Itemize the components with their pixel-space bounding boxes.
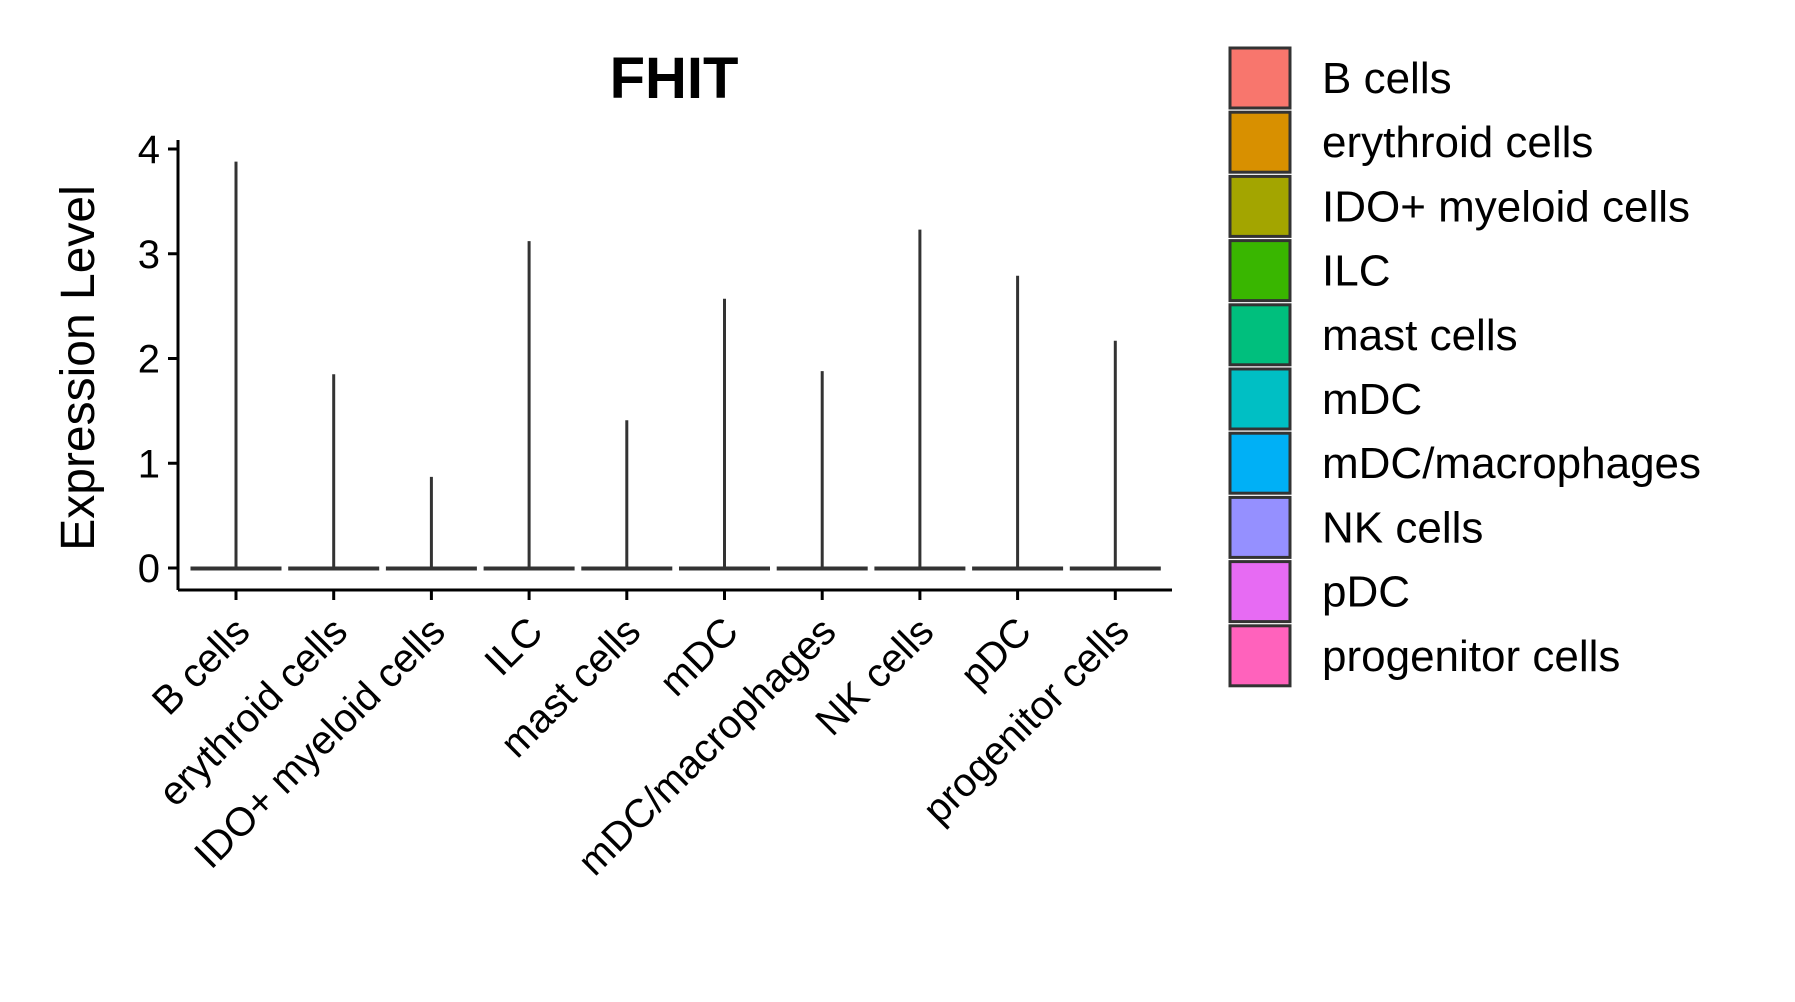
legend-item: NK cells bbox=[1228, 495, 1483, 559]
legend-item: ILC bbox=[1228, 239, 1390, 303]
legend-item: mDC/macrophages bbox=[1228, 431, 1701, 495]
violin bbox=[1069, 340, 1161, 571]
y-tick-label: 4 bbox=[138, 128, 160, 172]
legend-label: IDO+ myeloid cells bbox=[1322, 182, 1690, 231]
legend-swatch bbox=[1228, 560, 1292, 624]
legend-item: IDO+ myeloid cells bbox=[1228, 174, 1690, 238]
violin-base bbox=[483, 566, 575, 571]
violin-base bbox=[581, 566, 673, 571]
legend-swatch bbox=[1228, 624, 1292, 688]
legend-item: progenitor cells bbox=[1228, 624, 1620, 688]
violin-base bbox=[874, 566, 966, 571]
y-tick-label: 3 bbox=[138, 233, 160, 277]
legend-swatch bbox=[1228, 174, 1292, 238]
legend-swatch bbox=[1228, 46, 1292, 110]
violin bbox=[972, 275, 1064, 571]
violin bbox=[679, 298, 770, 571]
violin-base bbox=[385, 566, 477, 571]
violin bbox=[288, 374, 380, 571]
legend-label: NK cells bbox=[1322, 503, 1483, 552]
legend: B cells erythroid cells IDO+ myeloid cells… bbox=[1228, 46, 1701, 688]
y-axis-title: Expression Level bbox=[52, 185, 105, 551]
violin bbox=[874, 229, 966, 571]
violin-base bbox=[190, 566, 282, 571]
legend-label: pDC bbox=[1322, 568, 1410, 617]
legend-swatch bbox=[1228, 239, 1292, 303]
legend-swatch bbox=[1228, 367, 1292, 431]
violin bbox=[581, 420, 673, 571]
violin bbox=[190, 161, 282, 571]
violin-base bbox=[776, 566, 868, 571]
violin bbox=[776, 371, 868, 571]
y-tick-label: 1 bbox=[138, 442, 160, 486]
violin bbox=[483, 241, 575, 571]
legend-label: mDC/macrophages bbox=[1322, 439, 1701, 488]
violin-base bbox=[288, 566, 380, 571]
legend-item: B cells bbox=[1228, 46, 1452, 110]
legend-swatch bbox=[1228, 431, 1292, 495]
legend-label: mast cells bbox=[1322, 311, 1518, 360]
legend-item: mDC bbox=[1228, 367, 1422, 431]
legend-swatch bbox=[1228, 495, 1292, 559]
legend-item: erythroid cells bbox=[1228, 110, 1593, 174]
legend-item: mast cells bbox=[1228, 303, 1518, 367]
legend-swatch bbox=[1228, 303, 1292, 367]
legend-label: progenitor cells bbox=[1322, 632, 1620, 681]
legend-item: pDC bbox=[1228, 560, 1410, 624]
violin-base bbox=[679, 566, 770, 571]
violin-base bbox=[1069, 566, 1161, 571]
legend-label: B cells bbox=[1322, 54, 1452, 103]
legend-label: erythroid cells bbox=[1322, 118, 1593, 167]
violin-base bbox=[972, 566, 1064, 571]
legend-label: ILC bbox=[1322, 247, 1390, 296]
x-tick-label: ILC bbox=[476, 609, 551, 684]
y-tick-label: 2 bbox=[138, 338, 160, 382]
chart-title: FHIT bbox=[610, 46, 739, 111]
x-tick-label: pDC bbox=[952, 609, 1040, 697]
legend-label: mDC bbox=[1322, 375, 1422, 424]
violin bbox=[385, 476, 477, 571]
legend-swatch bbox=[1228, 110, 1292, 174]
y-tick-label: 0 bbox=[138, 547, 160, 591]
